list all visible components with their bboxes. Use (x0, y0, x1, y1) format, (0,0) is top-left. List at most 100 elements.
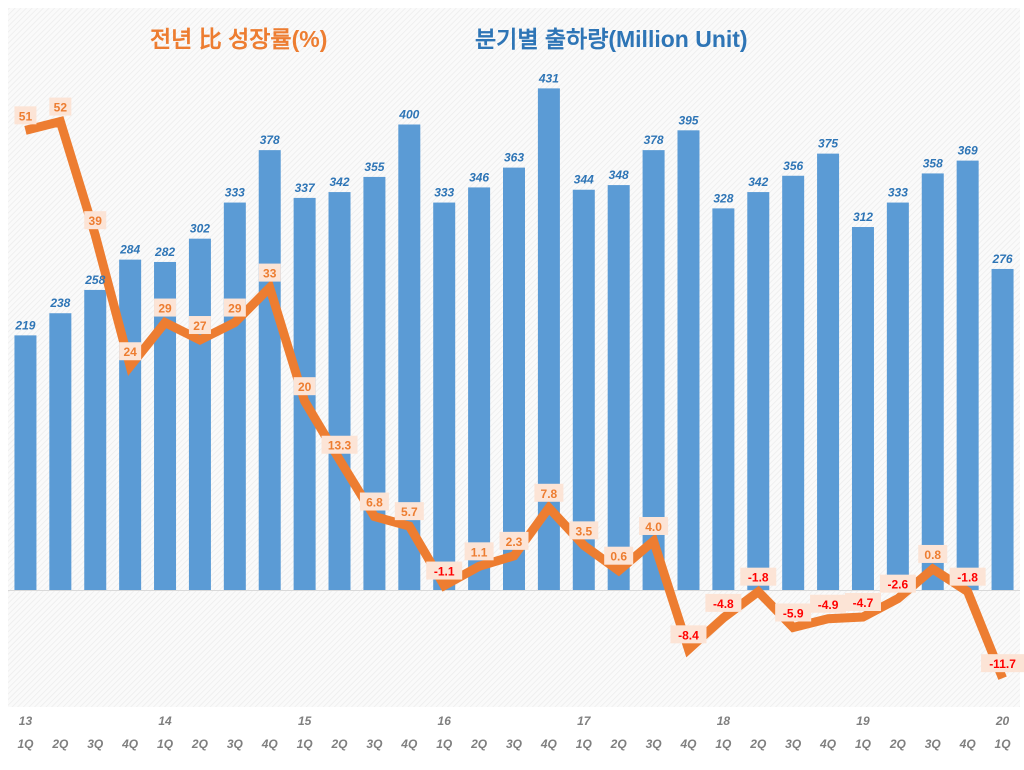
x-tick-quarter: 4Q (679, 737, 697, 751)
growth-value-label: 0.8 (924, 548, 941, 562)
growth-label-box (740, 567, 777, 586)
x-tick-quarter: 1Q (855, 737, 872, 751)
growth-label-box (154, 298, 177, 317)
bar (572, 189, 595, 591)
growth-value-label: 29 (158, 302, 172, 316)
growth-value-label: 29 (228, 302, 242, 316)
growth-label-box (705, 593, 742, 612)
growth-label-box (604, 546, 634, 565)
growth-label-box (119, 342, 142, 361)
x-tick-quarter: 1Q (436, 737, 453, 751)
line-title: 전년 比 성장률(%) (150, 26, 328, 52)
bar (642, 150, 665, 591)
x-tick-quarter: 1Q (157, 737, 174, 751)
growth-label-box (918, 544, 948, 563)
growth-value-label: 33 (263, 267, 277, 281)
growth-label-box (223, 298, 246, 317)
x-tick-quarter: 2Q (889, 737, 907, 751)
growth-value-label: 4.0 (645, 520, 662, 534)
bar (503, 167, 525, 591)
bar (119, 259, 142, 591)
growth-value-label: -4.7 (853, 596, 874, 610)
x-tick-quarter: 4Q (540, 737, 558, 751)
growth-value-label: -1.1 (434, 565, 455, 579)
growth-label-box (775, 603, 812, 622)
x-tick-quarter: 1Q (995, 737, 1012, 751)
bar (886, 202, 909, 591)
bar-value-label: 363 (504, 151, 524, 165)
growth-label-box (464, 542, 494, 561)
bar (328, 192, 351, 591)
growth-label-box (14, 106, 37, 125)
bar-value-label: 333 (888, 186, 908, 200)
growth-label-box (293, 377, 316, 396)
bar-value-label: 355 (364, 160, 384, 174)
bar (956, 160, 979, 591)
x-tick-quarter: 3Q (227, 737, 244, 751)
bar (607, 185, 630, 591)
x-tick-year: 16 (438, 714, 452, 728)
bar-value-label: 219 (14, 318, 35, 332)
bar-value-label: 378 (260, 133, 280, 147)
bar (817, 153, 840, 591)
growth-value-label: 39 (89, 214, 103, 228)
growth-value-label: 6.8 (366, 496, 383, 510)
bar-value-label: 333 (434, 186, 454, 200)
bar-value-label: 238 (49, 296, 70, 310)
x-tick-quarter: 2Q (331, 737, 349, 751)
growth-label-box (879, 574, 916, 593)
growth-value-label: 20 (298, 380, 312, 394)
growth-value-label: 2.3 (506, 535, 523, 549)
growth-value-label: 5.7 (401, 505, 418, 519)
bar-value-label: 342 (748, 175, 768, 189)
x-tick-quarter: 3Q (87, 737, 104, 751)
bar-value-label: 378 (644, 133, 664, 147)
bar-value-label: 328 (713, 191, 733, 205)
bar-value-label: 276 (992, 252, 1013, 266)
x-tick-year: 17 (577, 714, 592, 728)
bar (258, 150, 281, 591)
bar-value-label: 284 (119, 243, 140, 257)
growth-line (24, 116, 1007, 680)
bar (363, 176, 386, 591)
growth-value-label: 7.8 (541, 487, 558, 501)
bar-value-label: 431 (538, 71, 559, 85)
x-tick-quarter: 4Q (819, 737, 837, 751)
x-tick-year: 19 (856, 714, 870, 728)
x-tick-quarter: 4Q (400, 737, 418, 751)
x-tick-quarter: 3Q (925, 737, 942, 751)
x-tick-quarter: 1Q (576, 737, 593, 751)
bar (398, 124, 421, 591)
bar (991, 268, 1014, 591)
bar-value-label: 369 (958, 144, 978, 158)
x-tick-quarter: 2Q (470, 737, 488, 751)
growth-label-box (639, 516, 669, 535)
growth-label-box (569, 521, 599, 540)
growth-label-box (534, 483, 564, 502)
growth-value-label: -11.7 (989, 657, 1016, 671)
growth-value-label: -4.8 (713, 597, 734, 611)
growth-label-box (949, 567, 986, 586)
growth-label-box (499, 531, 529, 550)
bar-title: 분기별 출하량(Million Unit) (475, 26, 748, 52)
bar (747, 192, 770, 591)
growth-label-box (321, 435, 358, 454)
bar-value-label: 348 (609, 168, 629, 182)
x-tick-year: 20 (995, 714, 1010, 728)
growth-label-box (188, 316, 211, 335)
bar-value-label: 400 (398, 108, 419, 122)
growth-value-label: 0.6 (610, 550, 627, 564)
x-tick-quarter: 1Q (297, 737, 314, 751)
growth-value-label: 3.5 (575, 524, 592, 538)
bar (537, 88, 560, 591)
growth-value-label: 13.3 (328, 439, 352, 453)
x-tick-quarter: 1Q (715, 737, 732, 751)
x-tick-quarter: 4Q (261, 737, 279, 751)
bar-value-label: 395 (678, 113, 698, 127)
growth-label-box (670, 625, 707, 644)
bar (14, 335, 37, 591)
bar-value-label: 346 (469, 170, 489, 184)
growth-label-box (981, 654, 1024, 673)
growth-value-label: 52 (54, 101, 68, 115)
x-tick-year: 15 (298, 714, 312, 728)
